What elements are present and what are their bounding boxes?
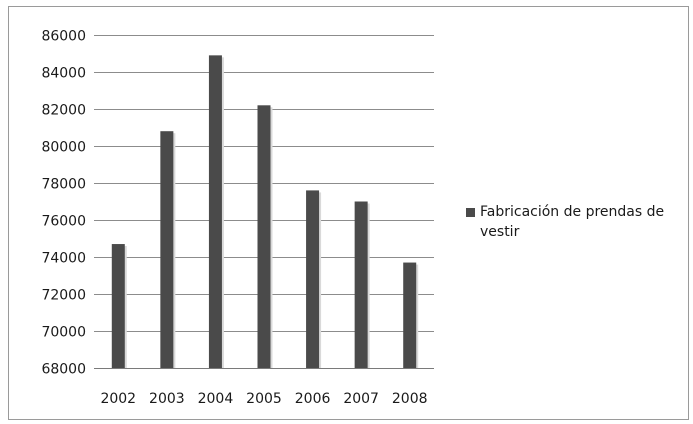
bar-2002 [111,244,125,368]
y-tick-label: 80000 [41,140,86,156]
bar-2003 [160,131,174,368]
x-tick-label: 2004 [198,391,234,407]
bar-2007 [354,201,368,368]
y-axis-tick-labels: 68000 70000 72000 74000 76000 78000 80000 82000… [41,29,86,378]
bar-2008 [403,262,417,368]
legend: Fabricación de prendas de vestir [466,202,691,242]
x-tick-label: 2005 [246,391,282,407]
y-tick-label: 78000 [41,177,86,193]
y-tick-label: 86000 [41,29,86,45]
bar-2006 [306,190,320,368]
x-tick-label: 2003 [149,391,185,407]
x-axis-tick-labels: 2002 2003 2004 2005 2006 2007 2008 [100,391,427,407]
legend-swatch [466,208,475,217]
legend-label: Fabricación de prendas de vestir [480,204,665,240]
bars [111,55,419,369]
y-tick-label: 82000 [41,103,86,119]
x-tick-label: 2002 [100,391,136,407]
bar-2004 [208,55,222,368]
y-tick-label: 70000 [41,325,86,341]
y-tick-label: 68000 [41,362,86,378]
x-tick-label: 2007 [343,391,379,407]
y-tick-label: 76000 [41,214,86,230]
bar-2005 [257,105,271,369]
y-tick-label: 72000 [41,288,86,304]
x-tick-label: 2006 [295,391,331,407]
y-tick-label: 84000 [41,66,86,82]
x-tick-label: 2008 [392,391,428,407]
y-tick-label: 74000 [41,251,86,267]
